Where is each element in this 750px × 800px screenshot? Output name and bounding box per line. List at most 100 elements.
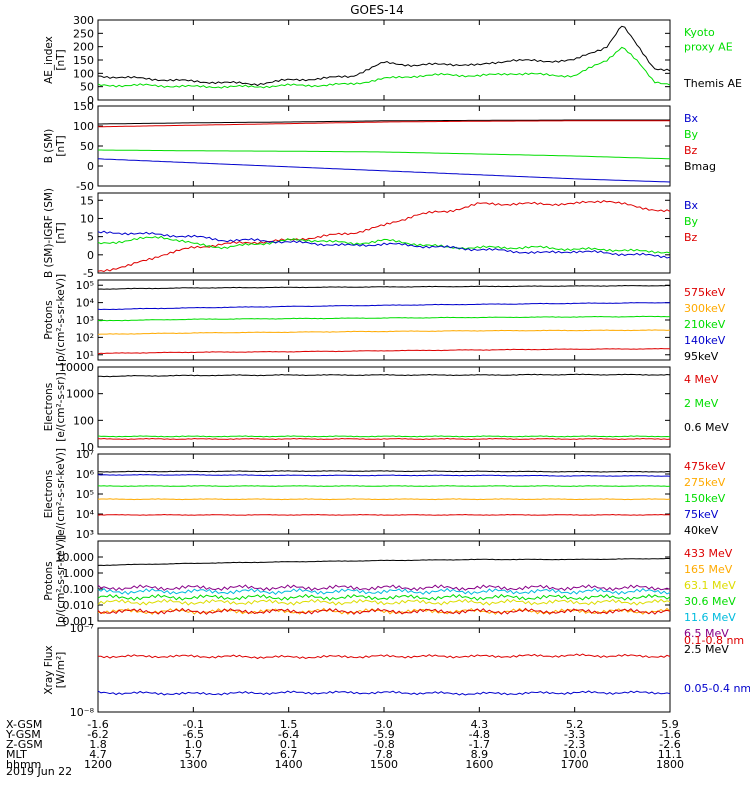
axis-row-value: -2.6 bbox=[659, 738, 680, 751]
legend-entry: Bz bbox=[684, 144, 698, 157]
legend-entry: Bx bbox=[684, 112, 699, 125]
y-tick-label: 10.000 bbox=[56, 551, 95, 564]
panel-frame bbox=[97, 453, 671, 535]
legend-entry: 300keV bbox=[684, 302, 726, 315]
axis-row-value: -4.8 bbox=[469, 728, 490, 741]
legend-entry: 150keV bbox=[684, 492, 726, 505]
axis-row-value: 1300 bbox=[179, 758, 207, 771]
y-axis-label: [p/(cm²-s-sr-keV)] bbox=[55, 274, 67, 366]
y-axis-label: B (SM)-IGRF (SM) bbox=[43, 188, 55, 278]
series-bx bbox=[97, 158, 671, 183]
panel-5: 10000 1000 100 10 Electrons [e/(cm²-s-sr)] 4 M… bbox=[43, 361, 729, 454]
series-by bbox=[98, 149, 671, 160]
series-bz bbox=[97, 120, 670, 128]
legend-entry: 0.1-0.8 nm bbox=[684, 634, 744, 647]
axis-row-value: -2.3 bbox=[564, 738, 585, 751]
axis-row-value: 5.2 bbox=[566, 718, 584, 731]
series-2-mev bbox=[97, 435, 671, 438]
legend-entry: Bmag bbox=[684, 160, 716, 173]
y-tick-label: 10⁵ bbox=[76, 279, 94, 292]
legend-entry: 165 MeV bbox=[684, 563, 733, 576]
y-tick-label: 0 bbox=[87, 94, 94, 107]
y-tick-label: 10¹ bbox=[76, 349, 94, 362]
series-475kev bbox=[97, 513, 671, 516]
legend-entry: Bx bbox=[684, 199, 699, 212]
legend-entry: By bbox=[684, 128, 699, 141]
legend-entry: 275keV bbox=[684, 476, 726, 489]
axis-row-value: 0.1 bbox=[280, 738, 298, 751]
y-tick-label: 10⁴ bbox=[76, 297, 95, 310]
axis-row-label: Y-GSM bbox=[5, 728, 41, 741]
y-tick-label: 10⁷ bbox=[76, 448, 94, 461]
legend-entry: 575keV bbox=[684, 286, 726, 299]
series-11-6-mev bbox=[97, 587, 671, 595]
axis-row-value: 5.7 bbox=[185, 748, 203, 761]
y-tick-label: 250 bbox=[73, 27, 94, 40]
y-axis-label: B (SM) bbox=[43, 129, 55, 163]
axis-row-value: 4.7 bbox=[89, 748, 107, 761]
y-tick-label: 0 bbox=[87, 249, 94, 262]
axis-row-value: -5.9 bbox=[373, 728, 394, 741]
y-tick-label: 50 bbox=[80, 81, 94, 94]
y-tick-label: 10 bbox=[80, 441, 94, 454]
axis-row-label: MLT bbox=[6, 748, 27, 761]
y-axis-label: Protons bbox=[43, 561, 55, 600]
series-6-5-mev bbox=[97, 584, 671, 592]
axis-row-label: Z-GSM bbox=[6, 738, 43, 751]
y-tick-label: 200 bbox=[73, 41, 94, 54]
axis-row-value: 7.8 bbox=[375, 748, 393, 761]
legend-entry: 75keV bbox=[684, 508, 719, 521]
axis-row-value: 1200 bbox=[84, 758, 112, 771]
axis-row-value: 5.9 bbox=[661, 718, 679, 731]
legend-entry: 2 MeV bbox=[684, 397, 719, 410]
y-tick-label: 10⁻⁷ bbox=[70, 622, 94, 635]
axis-row-value: 1.8 bbox=[89, 738, 107, 751]
y-tick-label: 10 bbox=[80, 212, 94, 225]
y-tick-label: 0 bbox=[87, 160, 94, 173]
legend-entry: 95keV bbox=[684, 350, 719, 363]
legend-entry: Kyoto bbox=[684, 26, 715, 39]
y-tick-label: 100 bbox=[73, 120, 94, 133]
y-tick-label: 10² bbox=[76, 331, 94, 344]
series-210kev bbox=[97, 315, 671, 322]
series-300kev bbox=[97, 329, 671, 335]
date-label: 2019 Jun 22 bbox=[6, 765, 72, 778]
legend-entry: 63.1 MeV bbox=[684, 579, 736, 592]
axis-row-value: 1.5 bbox=[280, 718, 298, 731]
legend-entry: 6.5 MeV bbox=[684, 627, 729, 640]
y-tick-label: 1.000 bbox=[63, 567, 95, 580]
y-axis-label: Electrons bbox=[43, 470, 55, 519]
series-30-6-mev bbox=[97, 593, 671, 601]
axis-row-value: 10.0 bbox=[562, 748, 587, 761]
legend-entry: 2.5 MeV bbox=[684, 643, 729, 656]
legend-entry: 30.6 MeV bbox=[684, 595, 736, 608]
y-axis-label: [e/(cm²-s-sr-keV)] bbox=[55, 448, 67, 540]
y-axis-label: [p/(cm²-s-sr-keV)] bbox=[55, 535, 67, 627]
axis-row-value: 1400 bbox=[275, 758, 303, 771]
legend-entry: 433 MeV bbox=[684, 547, 733, 560]
series-0-6-mev bbox=[98, 373, 671, 378]
y-axis-label: Electrons bbox=[43, 383, 55, 432]
y-tick-label: 10⁴ bbox=[76, 508, 95, 521]
axis-row-value: -0.8 bbox=[373, 738, 394, 751]
y-axis-label: [nT] bbox=[55, 135, 67, 156]
series-575kev bbox=[97, 347, 670, 355]
series-150kev bbox=[97, 485, 671, 487]
series-bmag bbox=[98, 119, 670, 125]
series-4-mev bbox=[97, 437, 671, 441]
y-axis-label: Protons bbox=[43, 300, 55, 339]
axis-row-value: -6.2 bbox=[87, 728, 108, 741]
legend-entry: 210keV bbox=[684, 318, 726, 331]
y-axis-label: [e/(cm²-s-sr)] bbox=[55, 372, 67, 441]
y-tick-label: 150 bbox=[73, 100, 94, 113]
y-tick-label: 150 bbox=[73, 54, 94, 67]
panel-4: 10⁵ 10⁴ 10³ 10² 10¹ Protons [p/(cm²-s-sr-keV)]… bbox=[43, 274, 726, 366]
plot-title: GOES-14 bbox=[350, 3, 404, 17]
legend-entry: 11.6 MeV bbox=[684, 611, 736, 624]
axis-row-value: -6.4 bbox=[278, 728, 299, 741]
axis-row-label: hhmm bbox=[6, 758, 41, 771]
series-themis-ae bbox=[97, 25, 671, 87]
axis-row-value: 6.7 bbox=[280, 748, 298, 761]
